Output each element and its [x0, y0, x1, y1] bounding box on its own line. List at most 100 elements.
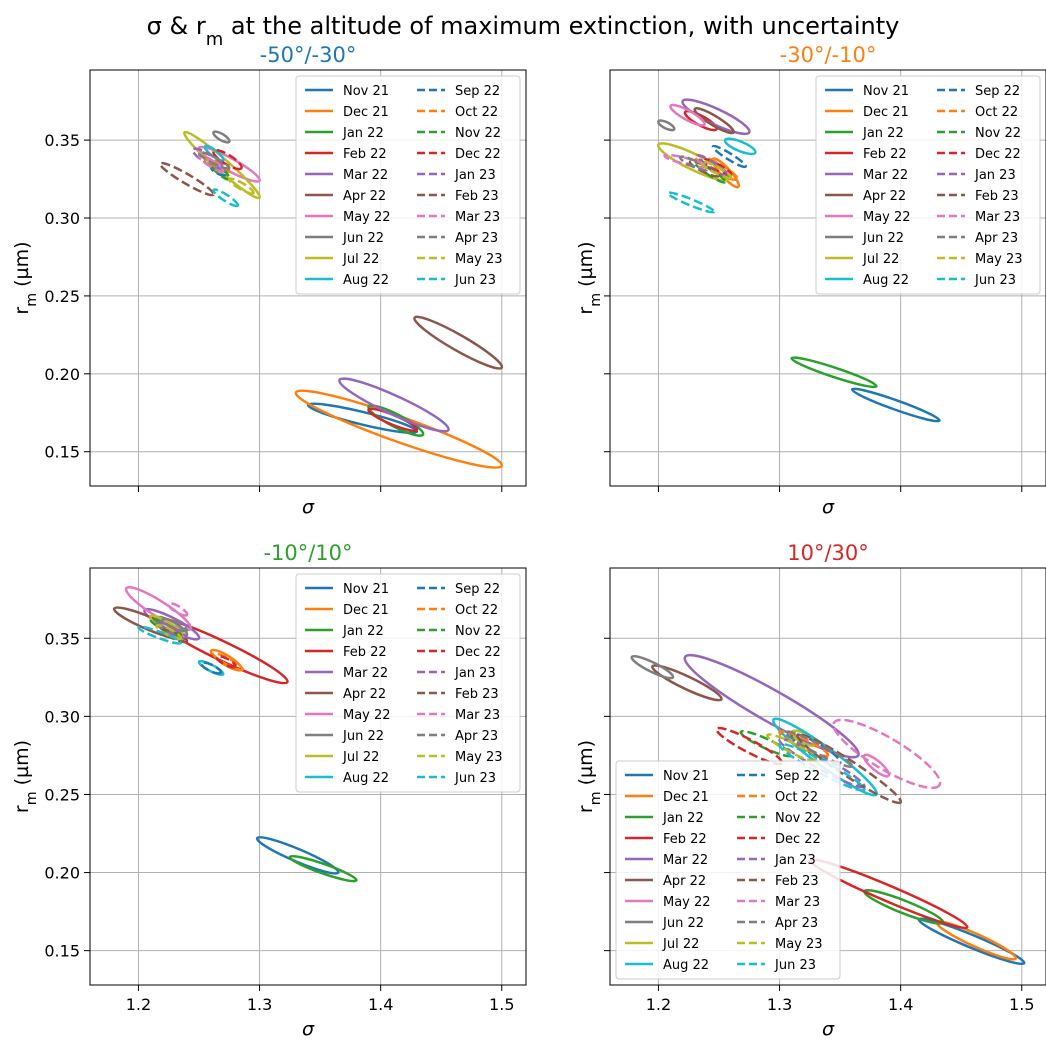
- ellipse-jan-22: [790, 356, 878, 389]
- panel-1: -50°/-30° 0.15 0.20 0.25 0.30 0.35 σ rm (µm) Nov…: [11, 43, 527, 518]
- legend-label: Mar 23: [775, 895, 820, 910]
- legend-label: Nov 21: [343, 84, 389, 99]
- legend-box: [615, 760, 841, 980]
- legend-label: Jun 22: [862, 231, 904, 246]
- y-tick-label: 0.30: [44, 209, 80, 228]
- legend-label: May 22: [863, 210, 911, 225]
- legend-label: May 22: [343, 708, 391, 723]
- ellipse-mar-22: [338, 377, 450, 433]
- legend-label: Apr 23: [455, 729, 498, 744]
- legend-label: Jun 22: [342, 231, 384, 246]
- ellipse-jun-23: [212, 188, 240, 208]
- y-tick-label: 0.25: [44, 287, 80, 306]
- legend: Nov 21 Dec 21 Jan 22 Feb 22 Mar 22 Apr 22 May …: [615, 760, 841, 980]
- x-tick-label: 1.2: [126, 995, 151, 1014]
- y-axis-label: rm (µm): [575, 241, 604, 314]
- ellipse-aug-22: [723, 137, 757, 156]
- ellipse-apr-22: [693, 107, 735, 135]
- legend-label: Dec 22: [455, 645, 501, 660]
- ellipse-jun-23: [666, 191, 716, 214]
- legend-label: Jan 23: [454, 168, 496, 183]
- ellipse-mar-23: [832, 718, 942, 790]
- axes-frame: [609, 69, 1046, 487]
- legend-label: Dec 21: [863, 105, 909, 120]
- ellipse-oct-22: [212, 652, 244, 672]
- legend-label: Dec 22: [975, 147, 1021, 162]
- ellipse-may-22: [197, 145, 261, 183]
- legend-label: Oct 22: [975, 105, 1018, 120]
- ellipse-feb-23: [688, 160, 721, 178]
- legend-label: Mar 22: [863, 168, 908, 183]
- legend-label: Nov 22: [455, 126, 501, 141]
- legend-label: May 22: [663, 895, 711, 910]
- y-axis-label: rm (µm): [575, 740, 604, 813]
- legend-label: Nov 22: [975, 126, 1021, 141]
- legend-label: Mar 23: [455, 708, 500, 723]
- ellipse-apr-22: [413, 315, 504, 370]
- legend-label: Nov 22: [775, 811, 821, 826]
- panel-4: 10°/30° 1.2 1.3 1.4 1.5 σ rm (µm) Nov 21 Dec 21 J…: [575, 541, 1046, 1040]
- legend-label: Jul 22: [662, 937, 699, 952]
- legend-label: Feb 23: [455, 189, 499, 204]
- x-tick-label: 1.4: [888, 995, 913, 1014]
- legend-label: Feb 22: [343, 645, 387, 660]
- plot-area: [158, 130, 504, 469]
- x-tick-label: 1.5: [489, 995, 514, 1014]
- ellipse-feb-23: [796, 733, 903, 805]
- ellipse-oct-22: [693, 153, 739, 182]
- ellipse-apr-22: [651, 664, 723, 702]
- axes-frame: [609, 567, 1046, 986]
- ellipse-may-23: [155, 623, 183, 641]
- y-tick-label: 0.15: [44, 443, 80, 462]
- legend-label: Mar 22: [663, 853, 708, 868]
- y-tick-label: 0.30: [44, 707, 80, 726]
- legend-label: Dec 21: [343, 105, 389, 120]
- x-tick-label: 1.4: [368, 995, 393, 1014]
- legend-label: Dec 21: [343, 603, 389, 618]
- ellipse-may-22: [862, 753, 891, 778]
- legend-label: Jun 23: [454, 771, 496, 786]
- legend-label: Jan 22: [862, 126, 904, 141]
- legend-label: Oct 22: [775, 790, 818, 805]
- legend-label: Dec 22: [775, 832, 821, 847]
- legend-label: Jun 23: [974, 273, 1016, 288]
- legend: Nov 21 Dec 21 Jan 22 Feb 22 Mar 22 Apr 22 May …: [295, 75, 521, 295]
- legend-label: Apr 22: [663, 874, 706, 889]
- legend-label: Aug 22: [663, 958, 709, 973]
- legend-label: Nov 21: [343, 582, 389, 597]
- ellipse-jun-22: [657, 119, 676, 132]
- figure-title: σ & rm at the altitude of maximum extinc…: [147, 12, 900, 50]
- legend-label: Aug 22: [343, 771, 389, 786]
- y-tick-label: 0.20: [44, 864, 80, 883]
- ellipse-feb-23: [158, 161, 215, 197]
- legend-label: Jan 23: [454, 666, 496, 681]
- ellipse-apr-23: [678, 155, 709, 172]
- legend: Nov 21 Dec 21 Jan 22 Feb 22 Mar 22 Apr 22 May …: [295, 573, 521, 793]
- x-tick-label: 1.3: [247, 995, 272, 1014]
- legend-label: Nov 21: [863, 84, 909, 99]
- ellipse-may-22: [669, 103, 706, 127]
- y-tick-label: 0.20: [44, 365, 80, 384]
- legend-label: May 23: [975, 252, 1023, 267]
- legend-label: Mar 22: [343, 168, 388, 183]
- plot-area: [112, 586, 358, 883]
- legend-label: Dec 21: [663, 790, 709, 805]
- legend-label: Feb 22: [663, 832, 707, 847]
- legend-label: Apr 22: [343, 189, 386, 204]
- y-tick-label: 0.35: [44, 131, 80, 150]
- legend-label: Jul 22: [342, 252, 379, 267]
- x-axis-label: σ: [302, 496, 315, 518]
- axes-frame: [89, 69, 527, 487]
- ellipse-apr-23: [784, 730, 854, 769]
- panel-title: -10°/10°: [263, 541, 352, 565]
- ellipse-may-23: [699, 160, 733, 180]
- ellipse-jan-22: [288, 854, 358, 883]
- legend-label: Mar 23: [455, 210, 500, 225]
- ellipse-aug-22: [197, 659, 225, 677]
- x-tick-label: 1.2: [646, 995, 671, 1014]
- legend-label: Feb 22: [863, 147, 907, 162]
- legend-label: Dec 22: [455, 147, 501, 162]
- legend-box: [295, 573, 521, 793]
- panel-title: 10°/30°: [787, 541, 869, 565]
